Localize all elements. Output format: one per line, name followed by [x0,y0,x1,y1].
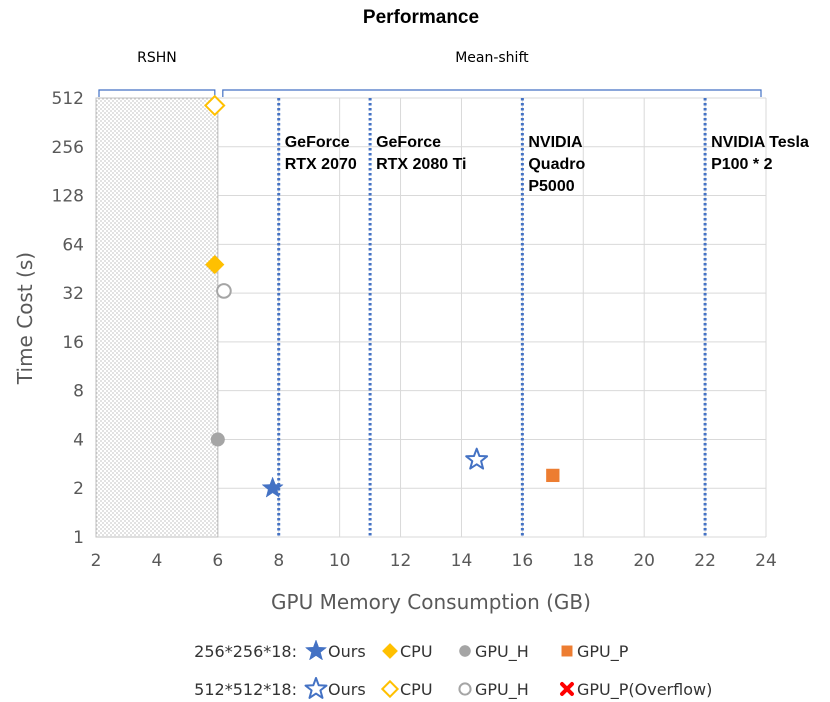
legend-marker [305,639,327,661]
region-bracket [98,89,216,97]
y-tick-label: 8 [73,382,84,402]
x-tick-label: 16 [512,551,534,571]
gpu-label: RTX 2070 [285,156,357,173]
y-tick-label: 16 [62,333,84,353]
x-tick-label: 14 [451,551,473,571]
data-point-gpu-p [546,468,560,483]
gpu-label: NVIDIA Tesla [711,134,809,151]
y-tick-label: 2 [73,479,84,499]
y-tick-label: 1 [73,528,84,548]
y-tick-label: 128 [52,187,84,207]
x-tick-label: 18 [572,551,594,571]
gpu-label: RTX 2080 Ti [376,156,466,173]
legend-marker [304,677,328,699]
y-tick-label: 256 [52,138,84,158]
gpu-label: P100 * 2 [711,156,772,173]
legend-label: GPU_P(Overflow) [577,680,712,700]
region-bracket [222,89,762,97]
region-label: Mean-shift [455,50,529,66]
y-axis-title: Time Cost (s) [13,252,37,385]
y-tick-label: 32 [62,284,84,304]
x-axis-title: GPU Memory Consumption (GB) [271,590,591,614]
gpu-label: GeForce [285,134,350,151]
legend-label: GPU_P [577,642,629,662]
legend-row-label: 512*512*18: [194,680,297,699]
y-tick-label: 4 [73,430,84,450]
legend-label: Ours [328,680,366,699]
legend-marker [380,679,400,699]
data-point-cpu [205,254,225,275]
x-tick-label: 10 [329,551,351,571]
chart-title: Performance [363,7,479,28]
x-tick-label: 12 [390,551,412,571]
x-tick-label: 4 [151,551,162,571]
region-label: RSHN [137,50,177,66]
legend-marker [458,682,472,696]
x-tick-label: 8 [273,551,284,571]
legend-marker [560,682,574,696]
data-point-ours [261,476,284,498]
legend-label: GPU_H [475,642,529,662]
x-tick-label: 6 [212,551,223,571]
y-tick-label: 512 [52,89,84,109]
legend-marker [561,645,573,657]
legend-label: CPU [400,680,433,699]
x-tick-label: 24 [755,551,777,571]
gpu-label: NVIDIA [528,134,583,151]
legend-label: Ours [328,642,366,661]
x-tick-label: 20 [633,551,655,571]
data-point-ours [465,447,489,470]
data-point-gpu-h [216,283,232,299]
legend-marker [381,642,399,660]
data-point-cpu [204,94,226,117]
gpu-label: P5000 [528,178,574,195]
legend-label: CPU [400,642,433,661]
legend-row-label: 256*256*18: [194,642,297,661]
gpu-label: GeForce [376,134,441,151]
legend-label: GPU_H [475,680,529,700]
data-point-gpu-h [210,432,225,447]
region-hatch [95,97,219,538]
y-tick-label: 64 [62,235,84,255]
gpu-label: Quadro [528,156,585,173]
x-tick-label: 22 [694,551,716,571]
x-tick-label: 2 [91,551,102,571]
legend-marker [459,645,471,657]
